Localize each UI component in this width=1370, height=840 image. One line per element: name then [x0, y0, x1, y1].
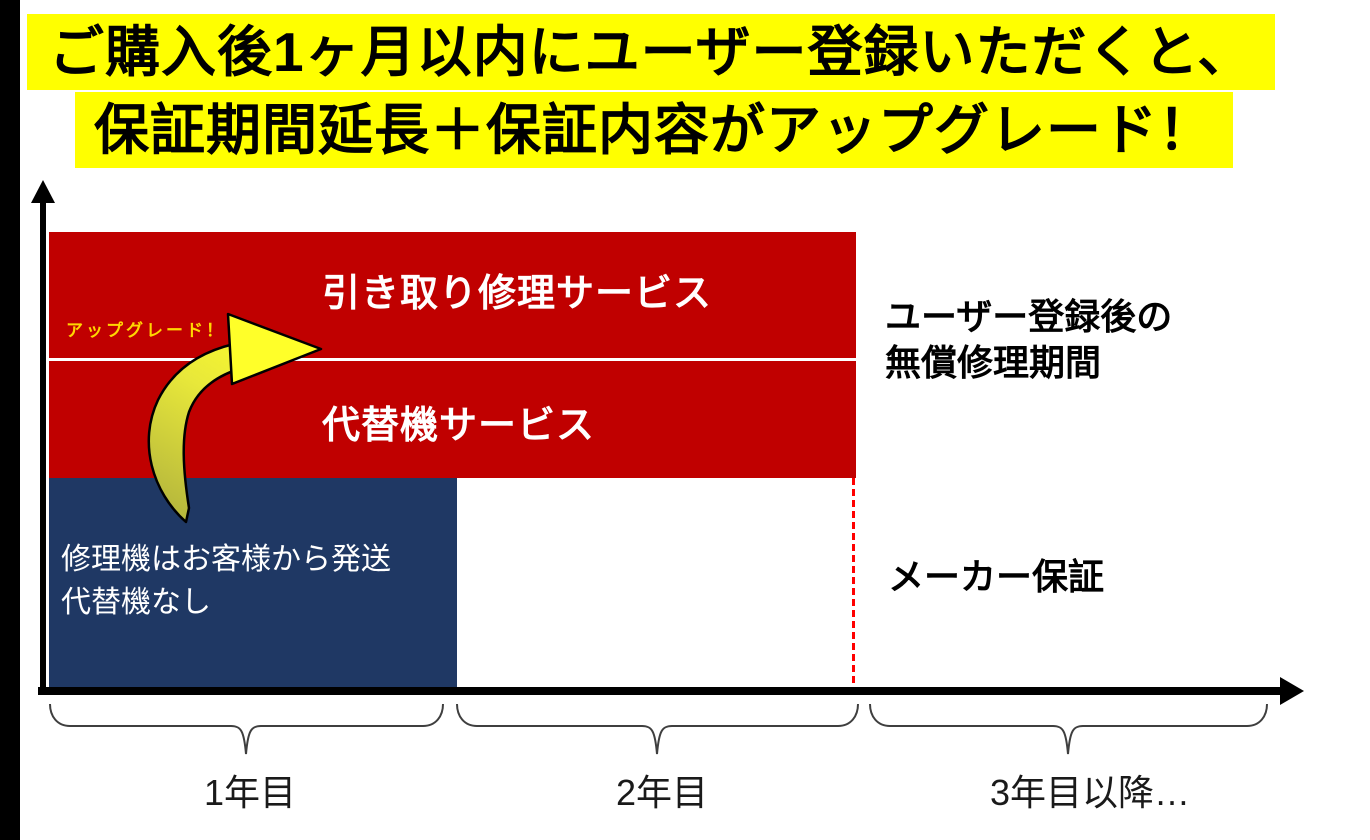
year-2-brace: [456, 703, 859, 755]
registered-warranty-label-line1: ユーザー登録後の: [885, 296, 1173, 337]
x-axis-arrow-icon: [1280, 677, 1304, 705]
year-2-label: 2年目: [615, 772, 709, 813]
headline-line-1: ご購入後1ヶ月以内にユーザー登録いただくと、: [27, 14, 1276, 90]
year-1-label: 1年目: [203, 772, 297, 813]
registered-warranty-label: ユーザー登録後の 無償修理期間: [885, 294, 1172, 386]
manufacturer-warranty-label: メーカー保証: [888, 556, 1105, 597]
headline-line-2: 保証期間延長＋保証内容がアップグレード！: [75, 92, 1234, 168]
year-2-end-dashed-line: [852, 478, 855, 688]
y-axis: [40, 200, 46, 690]
year-braces: [49, 703, 1268, 755]
repair-shipping-note: 修理機はお客様から発送: [61, 543, 391, 576]
y-axis-arrow-icon: [31, 180, 55, 203]
x-axis: [38, 687, 1281, 695]
year-3-label: 3年目以降…: [989, 772, 1191, 813]
pickup-repair-service-label: 引き取り修理サービス: [322, 273, 713, 315]
year-3-brace: [869, 703, 1268, 755]
replacement-unit-service-label: 代替機サービス: [322, 405, 596, 447]
upgrade-note: アップグレード！: [66, 321, 226, 340]
service-divider-line: [49, 358, 856, 361]
year-1-brace: [49, 703, 444, 755]
no-replacement-note: 代替機なし: [61, 586, 211, 619]
manufacturer-warranty-bar: 修理機はお客様から発送 代替機なし: [49, 478, 457, 690]
registered-warranty-label-line2: 無償修理期間: [885, 342, 1102, 383]
left-edge-band: [0, 0, 20, 840]
manufacturer-warranty-note: 修理機はお客様から発送 代替機なし: [61, 538, 391, 624]
upgrade-curved-arrow-icon: [147, 312, 323, 524]
